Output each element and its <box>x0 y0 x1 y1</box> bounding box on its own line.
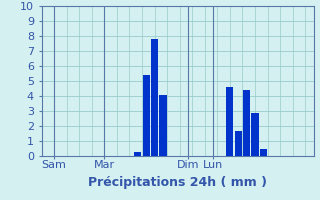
Bar <box>134 152 141 156</box>
Bar <box>226 87 234 156</box>
Bar <box>235 130 242 156</box>
Bar <box>252 112 259 156</box>
Bar <box>260 148 267 156</box>
X-axis label: Précipitations 24h ( mm ): Précipitations 24h ( mm ) <box>88 176 267 189</box>
Bar <box>159 95 166 156</box>
Bar <box>243 90 250 156</box>
Bar <box>143 75 150 156</box>
Bar <box>151 39 158 156</box>
